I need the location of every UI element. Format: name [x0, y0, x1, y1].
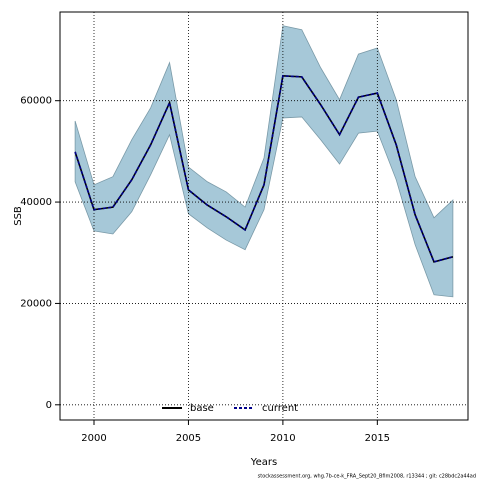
y-tick-label: 20000: [20, 298, 52, 309]
y-tick-label: 40000: [20, 197, 52, 208]
legend-label: base: [190, 403, 214, 414]
y-axis-label: SSB: [13, 206, 24, 226]
line-series: [74, 75, 454, 263]
y-tick-label: 0: [46, 400, 52, 411]
x-tick-label: 2000: [81, 433, 106, 444]
plot-frame: [59, 11, 469, 421]
x-axis-label: Years: [250, 457, 277, 468]
confidence-band: [74, 25, 454, 298]
legend-label: current: [262, 403, 298, 414]
footer: stockassessment.org, whg.7b-ce-k_FRA_Sep…: [258, 474, 476, 480]
x-tick-label: 2005: [176, 433, 201, 444]
x-tick-label: 2015: [365, 433, 390, 444]
x-tick-label: 2010: [270, 433, 295, 444]
y-tick-label: 60000: [20, 96, 52, 107]
